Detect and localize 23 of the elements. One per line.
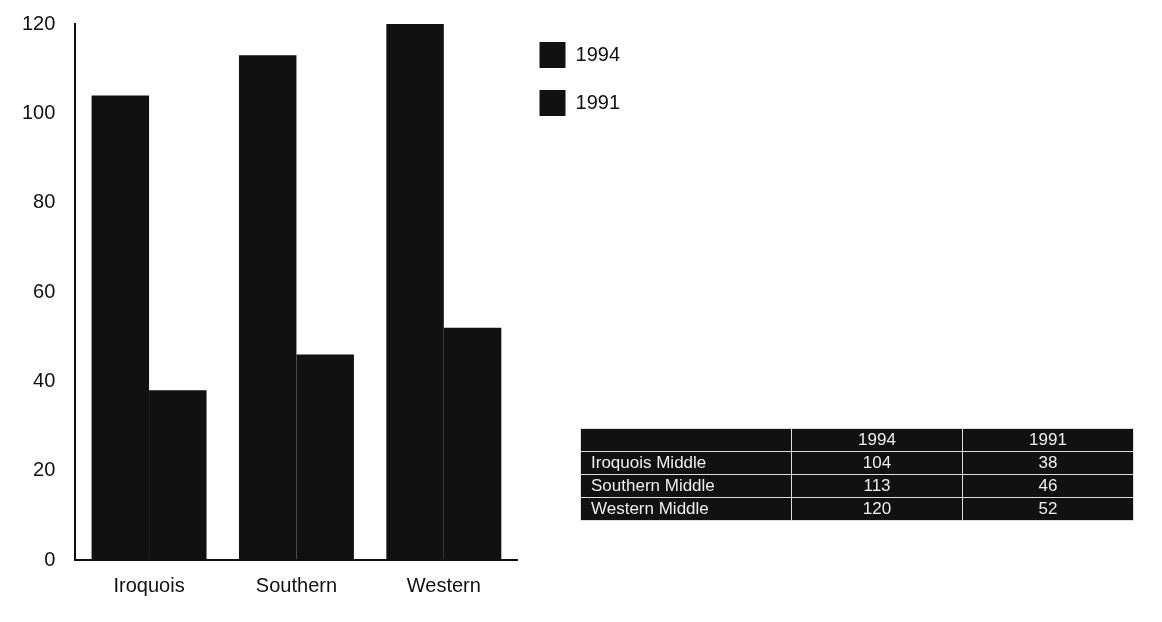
y-tick-label: 100 xyxy=(21,100,56,123)
text: Western Middle xyxy=(580,497,792,521)
text: Southern Middle xyxy=(580,474,792,498)
text: Iroquois Middle xyxy=(580,451,792,475)
legend-label: 1991 xyxy=(575,90,621,113)
legend-label: 1994 xyxy=(575,42,621,65)
text: 52 xyxy=(962,497,1134,521)
x-tick-label: Iroquois xyxy=(113,573,185,596)
x-tick-label: Western xyxy=(406,573,481,596)
text: 1994 xyxy=(791,428,963,452)
text: 46 xyxy=(962,474,1134,498)
y-tick-label: 120 xyxy=(21,11,56,34)
y-tick-label: 60 xyxy=(33,279,56,302)
text: 113 xyxy=(791,474,963,498)
text: 104 xyxy=(791,451,963,475)
text: 120 xyxy=(791,497,963,521)
y-tick-label: 80 xyxy=(33,190,56,213)
y-tick-label: 20 xyxy=(33,458,56,481)
x-tick-label: Southern xyxy=(255,573,338,596)
text: 38 xyxy=(962,451,1134,475)
text: 1991 xyxy=(962,428,1134,452)
y-tick-label: 0 xyxy=(44,547,56,570)
y-tick-label: 40 xyxy=(33,368,56,391)
